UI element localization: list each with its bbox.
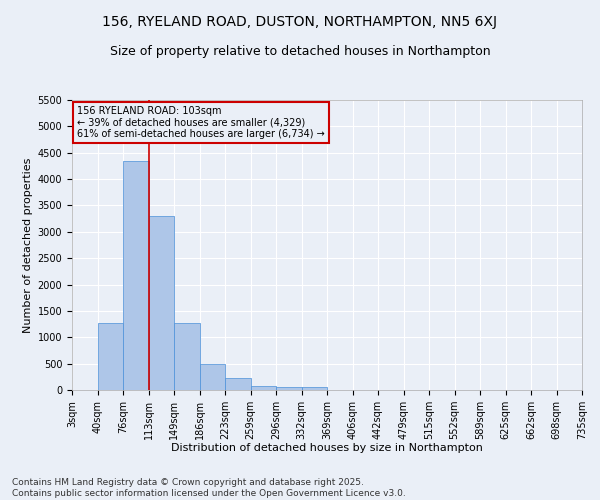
Bar: [225, 378, 251, 390]
Text: 156 RYELAND ROAD: 103sqm
← 39% of detached houses are smaller (4,329)
61% of sem: 156 RYELAND ROAD: 103sqm ← 39% of detach…: [77, 106, 325, 139]
Text: Contains HM Land Registry data © Crown copyright and database right 2025.
Contai: Contains HM Land Registry data © Crown c…: [12, 478, 406, 498]
Text: Size of property relative to detached houses in Northampton: Size of property relative to detached ho…: [110, 45, 490, 58]
Y-axis label: Number of detached properties: Number of detached properties: [23, 158, 34, 332]
Bar: [199, 364, 225, 390]
Bar: [302, 387, 327, 390]
Bar: [174, 322, 199, 390]
Bar: [251, 386, 276, 390]
Text: 156, RYELAND ROAD, DUSTON, NORTHAMPTON, NN5 6XJ: 156, RYELAND ROAD, DUSTON, NORTHAMPTON, …: [103, 15, 497, 29]
X-axis label: Distribution of detached houses by size in Northampton: Distribution of detached houses by size …: [171, 444, 483, 454]
Bar: [123, 160, 149, 390]
Bar: [276, 388, 302, 390]
Bar: [97, 323, 123, 390]
Bar: [149, 216, 174, 390]
